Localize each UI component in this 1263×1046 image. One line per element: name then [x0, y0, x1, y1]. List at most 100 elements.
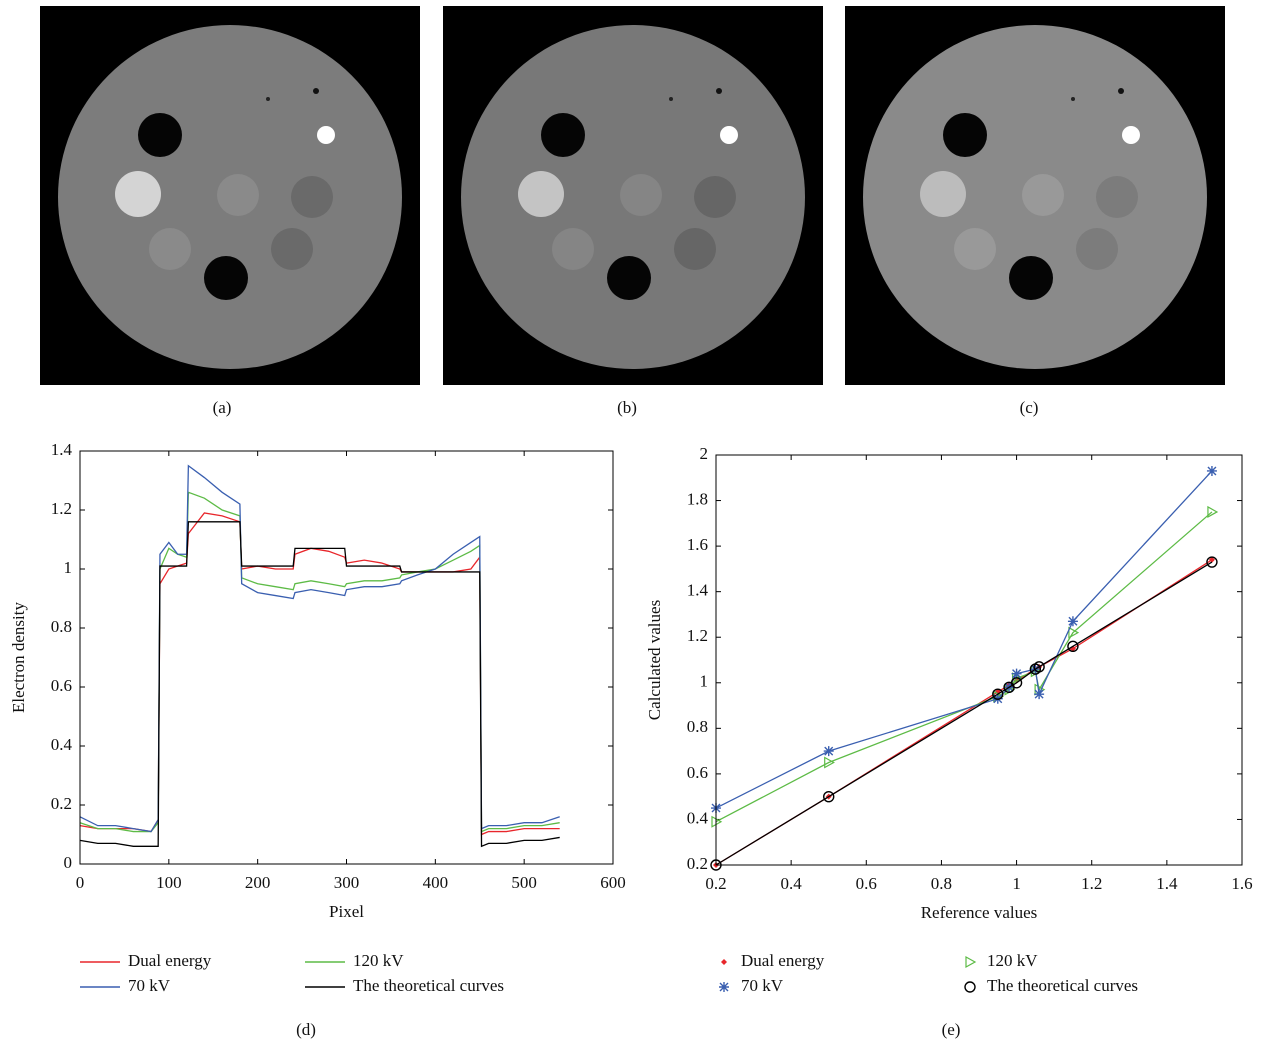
insert — [204, 256, 248, 300]
x-tick-label: 600 — [600, 873, 626, 892]
legend-label: Dual energy — [128, 951, 212, 970]
legend-marker — [965, 982, 975, 992]
insert — [1022, 174, 1064, 216]
insert — [1096, 176, 1138, 218]
x-tick-label: 100 — [156, 873, 182, 892]
y-tick-label: 0.2 — [687, 854, 708, 873]
x-tick-label: 500 — [511, 873, 537, 892]
insert — [266, 97, 270, 101]
insert — [1009, 256, 1053, 300]
y-tick-label: 0.8 — [687, 717, 708, 736]
y-tick-label: 1.4 — [687, 581, 709, 600]
insert — [138, 113, 182, 157]
y-tick-label: 0.6 — [687, 763, 708, 782]
y-tick-label: 0.4 — [51, 735, 73, 754]
caption: (c) — [1020, 398, 1039, 417]
legend-label: The theoretical curves — [987, 976, 1138, 995]
x-tick-label: 0.4 — [781, 874, 803, 893]
y-tick-label: 0.6 — [51, 676, 72, 695]
y-tick-label: 1.2 — [51, 499, 72, 518]
x-tick-label: 1.2 — [1081, 874, 1102, 893]
legend-label: The theoretical curves — [353, 976, 504, 995]
y-tick-label: 1.6 — [687, 535, 708, 554]
insert — [552, 228, 594, 270]
insert — [313, 88, 319, 94]
series-line — [716, 471, 1212, 808]
caption: (d) — [296, 1020, 316, 1039]
marker — [1068, 616, 1078, 626]
x-tick-label: 0.6 — [856, 874, 877, 893]
insert — [1122, 126, 1140, 144]
x-axis-label: Pixel — [329, 902, 364, 921]
y-tick-label: 1.8 — [687, 489, 708, 508]
caption: (b) — [617, 398, 637, 417]
y-axis-label: Electron density — [9, 602, 28, 713]
insert — [607, 256, 651, 300]
plot-frame — [716, 455, 1242, 865]
insert — [920, 171, 966, 217]
marker — [824, 746, 834, 756]
insert — [291, 176, 333, 218]
insert — [115, 171, 161, 217]
x-tick-label: 300 — [334, 873, 360, 892]
series-line — [80, 466, 560, 832]
x-axis-label: Reference values — [921, 903, 1038, 922]
ct-image — [845, 6, 1225, 385]
insert — [317, 126, 335, 144]
legend-label: 70 kV — [128, 976, 171, 995]
y-tick-label: 1 — [700, 672, 709, 691]
insert — [541, 113, 585, 157]
ct-image — [40, 6, 420, 385]
series-line — [80, 513, 560, 835]
insert — [271, 228, 313, 270]
x-tick-label: 200 — [245, 873, 271, 892]
x-tick-label: 1 — [1012, 874, 1021, 893]
y-tick-label: 0.2 — [51, 794, 72, 813]
x-tick-label: 400 — [423, 873, 449, 892]
y-axis-label: Calculated values — [645, 600, 664, 720]
y-tick-label: 0.4 — [687, 808, 709, 827]
insert — [716, 88, 722, 94]
legend-label: Dual energy — [741, 951, 825, 970]
x-tick-label: 0.8 — [931, 874, 952, 893]
marker — [1034, 689, 1044, 699]
x-tick-label: 0 — [76, 873, 85, 892]
x-tick-label: 1.4 — [1156, 874, 1178, 893]
x-tick-label: 1.6 — [1231, 874, 1252, 893]
insert — [954, 228, 996, 270]
y-tick-label: 0 — [64, 853, 73, 872]
y-tick-label: 2 — [700, 444, 709, 463]
y-tick-label: 1.4 — [51, 440, 73, 459]
legend-label: 120 kV — [987, 951, 1038, 970]
legend-marker — [719, 982, 729, 992]
series-line — [80, 522, 560, 847]
insert — [1071, 97, 1075, 101]
insert — [669, 97, 673, 101]
y-tick-label: 1.2 — [687, 626, 708, 645]
legend-label: 120 kV — [353, 951, 404, 970]
insert — [620, 174, 662, 216]
legend-marker — [966, 957, 975, 967]
legend-marker — [721, 959, 727, 965]
y-tick-label: 0.8 — [51, 617, 72, 636]
figure: (a) (b) (c) (d) (e) 0 100 200 300 400 500 600 0… — [0, 0, 1263, 1046]
marker — [1208, 507, 1217, 517]
insert — [518, 171, 564, 217]
x-tick-label: 0.2 — [705, 874, 726, 893]
marker — [1207, 466, 1217, 476]
y-tick-label: 1 — [64, 558, 73, 577]
insert — [1076, 228, 1118, 270]
ct-image — [443, 6, 823, 385]
insert — [720, 126, 738, 144]
legend-label: 70 kV — [741, 976, 784, 995]
insert — [943, 113, 987, 157]
series-line — [716, 512, 1212, 822]
insert — [217, 174, 259, 216]
caption: (a) — [213, 398, 232, 417]
insert — [149, 228, 191, 270]
series-line — [80, 492, 560, 831]
insert — [674, 228, 716, 270]
insert — [694, 176, 736, 218]
caption: (e) — [942, 1020, 961, 1039]
insert — [1118, 88, 1124, 94]
